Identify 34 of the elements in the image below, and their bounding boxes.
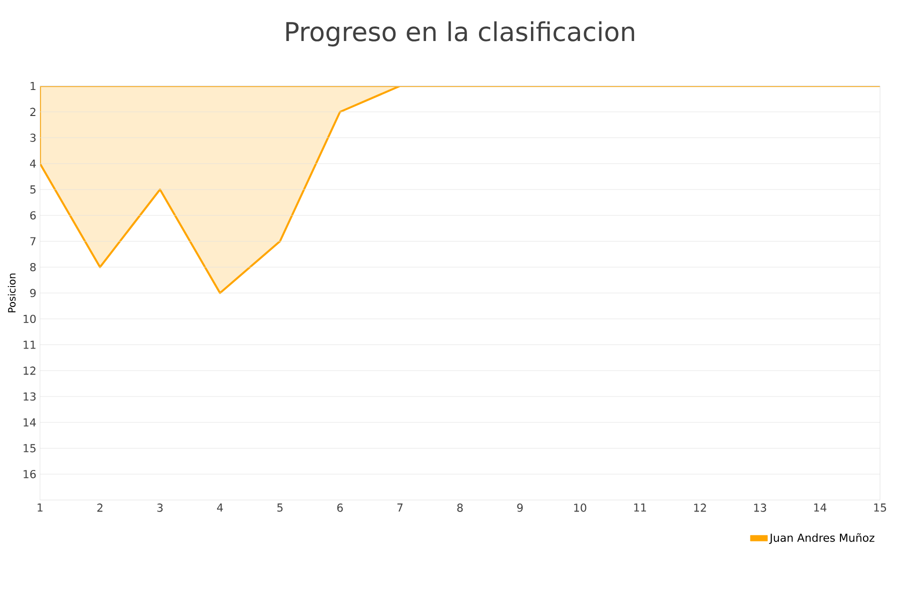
- x-tick-label: 11: [634, 504, 646, 512]
- x-tick-label: 6: [337, 504, 343, 512]
- x-tick-label: 10: [574, 504, 586, 512]
- x-tick-label: 3: [157, 504, 163, 512]
- x-tick-label: 9: [517, 504, 523, 512]
- y-tick-label: 16: [24, 470, 36, 478]
- x-tick-label: 2: [97, 504, 102, 512]
- x-tick-label: 12: [694, 504, 706, 512]
- x-tick-label: 1: [38, 504, 42, 512]
- legend-label: Juan Andres Muñoz: [769, 533, 874, 544]
- chart-title: Progreso en la clasificacion: [286, 21, 634, 46]
- y-tick-label: 9: [30, 288, 36, 298]
- x-tick-label: 14: [814, 504, 826, 512]
- y-tick-label: 4: [30, 160, 36, 168]
- y-tick-label: 8: [30, 262, 36, 272]
- x-tick-label: 15: [874, 504, 886, 512]
- y-tick-label: 15: [24, 444, 36, 452]
- y-tick-label: 6: [30, 211, 36, 220]
- y-tick-label: 1: [30, 82, 36, 90]
- y-tick-label: 12: [24, 366, 36, 375]
- y-tick-label: 10: [24, 314, 36, 324]
- y-tick-label: 13: [24, 392, 36, 401]
- x-tick-label: 4: [217, 504, 223, 512]
- y-tick-label: 14: [24, 418, 36, 426]
- x-tick-label: 5: [277, 504, 283, 512]
- y-tick-label: 2: [30, 108, 36, 116]
- y-tick-label: 5: [30, 185, 36, 194]
- y-tick-label: 11: [24, 340, 36, 349]
- x-tick-label: 8: [457, 504, 463, 512]
- y-tick-label: 3: [30, 134, 36, 142]
- x-tick-label: 13: [754, 504, 766, 512]
- y-axis-title: Posicion: [8, 274, 16, 312]
- y-tick-label: 7: [30, 237, 36, 246]
- x-tick-label: 7: [397, 504, 403, 512]
